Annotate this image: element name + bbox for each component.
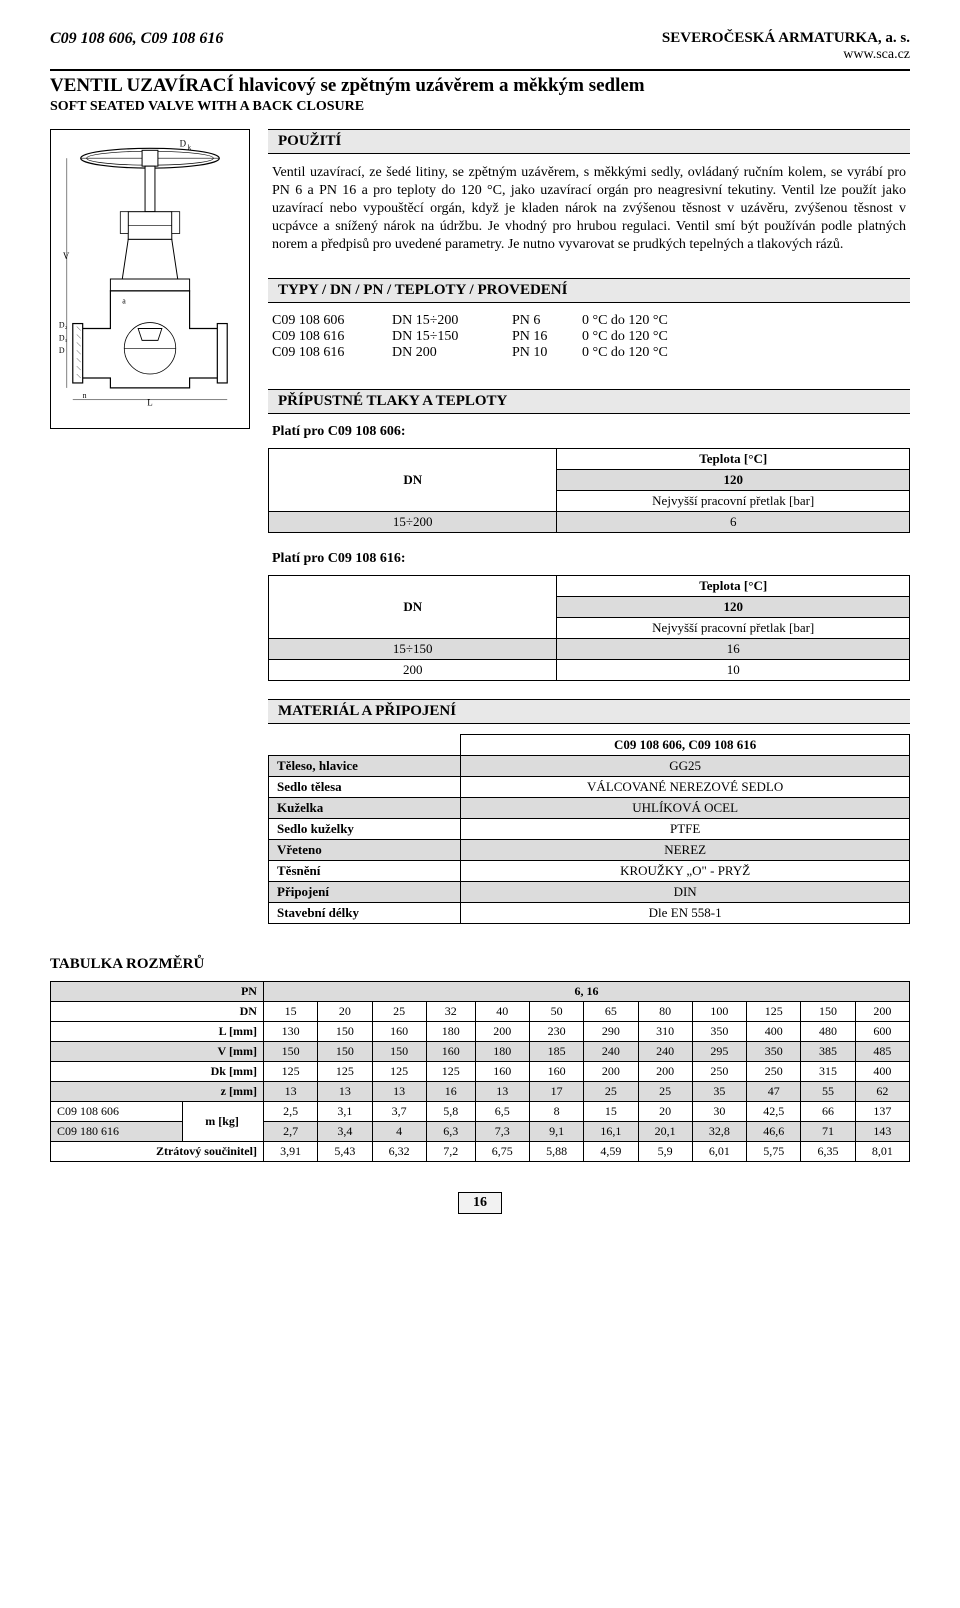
svg-text:D₂: D₂	[59, 321, 68, 330]
svg-text:k: k	[188, 144, 192, 151]
type-row: C09 108 616 DN 200 PN 10 0 °C do 120 °C	[272, 345, 906, 361]
svg-text:n: n	[83, 391, 87, 400]
company-www: www.sca.cz	[662, 47, 910, 63]
material-header: MATERIÁL A PŘIPOJENÍ	[268, 699, 910, 724]
svg-text:D₁: D₁	[59, 333, 68, 342]
company-name: SEVEROČESKÁ ARMATURKA, a. s.	[662, 30, 910, 47]
svg-text:V: V	[63, 251, 70, 261]
pressures-header: PŘÍPUSTNÉ TLAKY A TEPLOTY	[268, 389, 910, 414]
page-subtitle: SOFT SEATED VALVE WITH A BACK CLOSURE	[50, 99, 910, 115]
svg-text:D: D	[59, 346, 65, 355]
dims-title: TABULKA ROZMĚRŮ	[50, 956, 910, 973]
usage-text: Ventil uzavírací, ze šedé litiny, se zpě…	[268, 164, 910, 254]
page-number: 16	[458, 1192, 502, 1214]
valve-diagram: V L D k D D₁ D₂ a n	[50, 129, 250, 429]
material-table: C09 108 606, C09 108 616 Těleso, hlavice…	[268, 734, 910, 924]
pressure-table-606: DN Teplota [°C] 120 Nejvyšší pracovní př…	[268, 448, 910, 533]
valid-616: Platí pro C09 108 616:	[272, 551, 910, 567]
svg-text:D: D	[180, 138, 187, 148]
product-codes: C09 108 606, C09 108 616	[50, 30, 223, 48]
valid-606: Platí pro C09 108 606:	[272, 424, 910, 440]
svg-text:L: L	[147, 398, 152, 408]
type-list: C09 108 606 DN 15÷200 PN 6 0 °C do 120 °…	[272, 313, 906, 361]
page-title: VENTIL UZAVÍRACÍ hlavicový se zpětným uz…	[50, 69, 910, 97]
dimensions-table: PN 6, 16 DN 15 20 25 32 40 50 65 80 100 …	[50, 981, 910, 1162]
type-row: C09 108 606 DN 15÷200 PN 6 0 °C do 120 °…	[272, 313, 906, 329]
svg-text:a: a	[122, 297, 126, 306]
type-row: C09 108 616 DN 15÷150 PN 16 0 °C do 120 …	[272, 329, 906, 345]
company-block: SEVEROČESKÁ ARMATURKA, a. s. www.sca.cz	[662, 30, 910, 63]
types-header: TYPY / DN / PN / TEPLOTY / PROVEDENÍ	[268, 278, 910, 303]
usage-header: POUŽITÍ	[268, 129, 910, 154]
pressure-table-616: DN Teplota [°C] 120 Nejvyšší pracovní př…	[268, 575, 910, 681]
